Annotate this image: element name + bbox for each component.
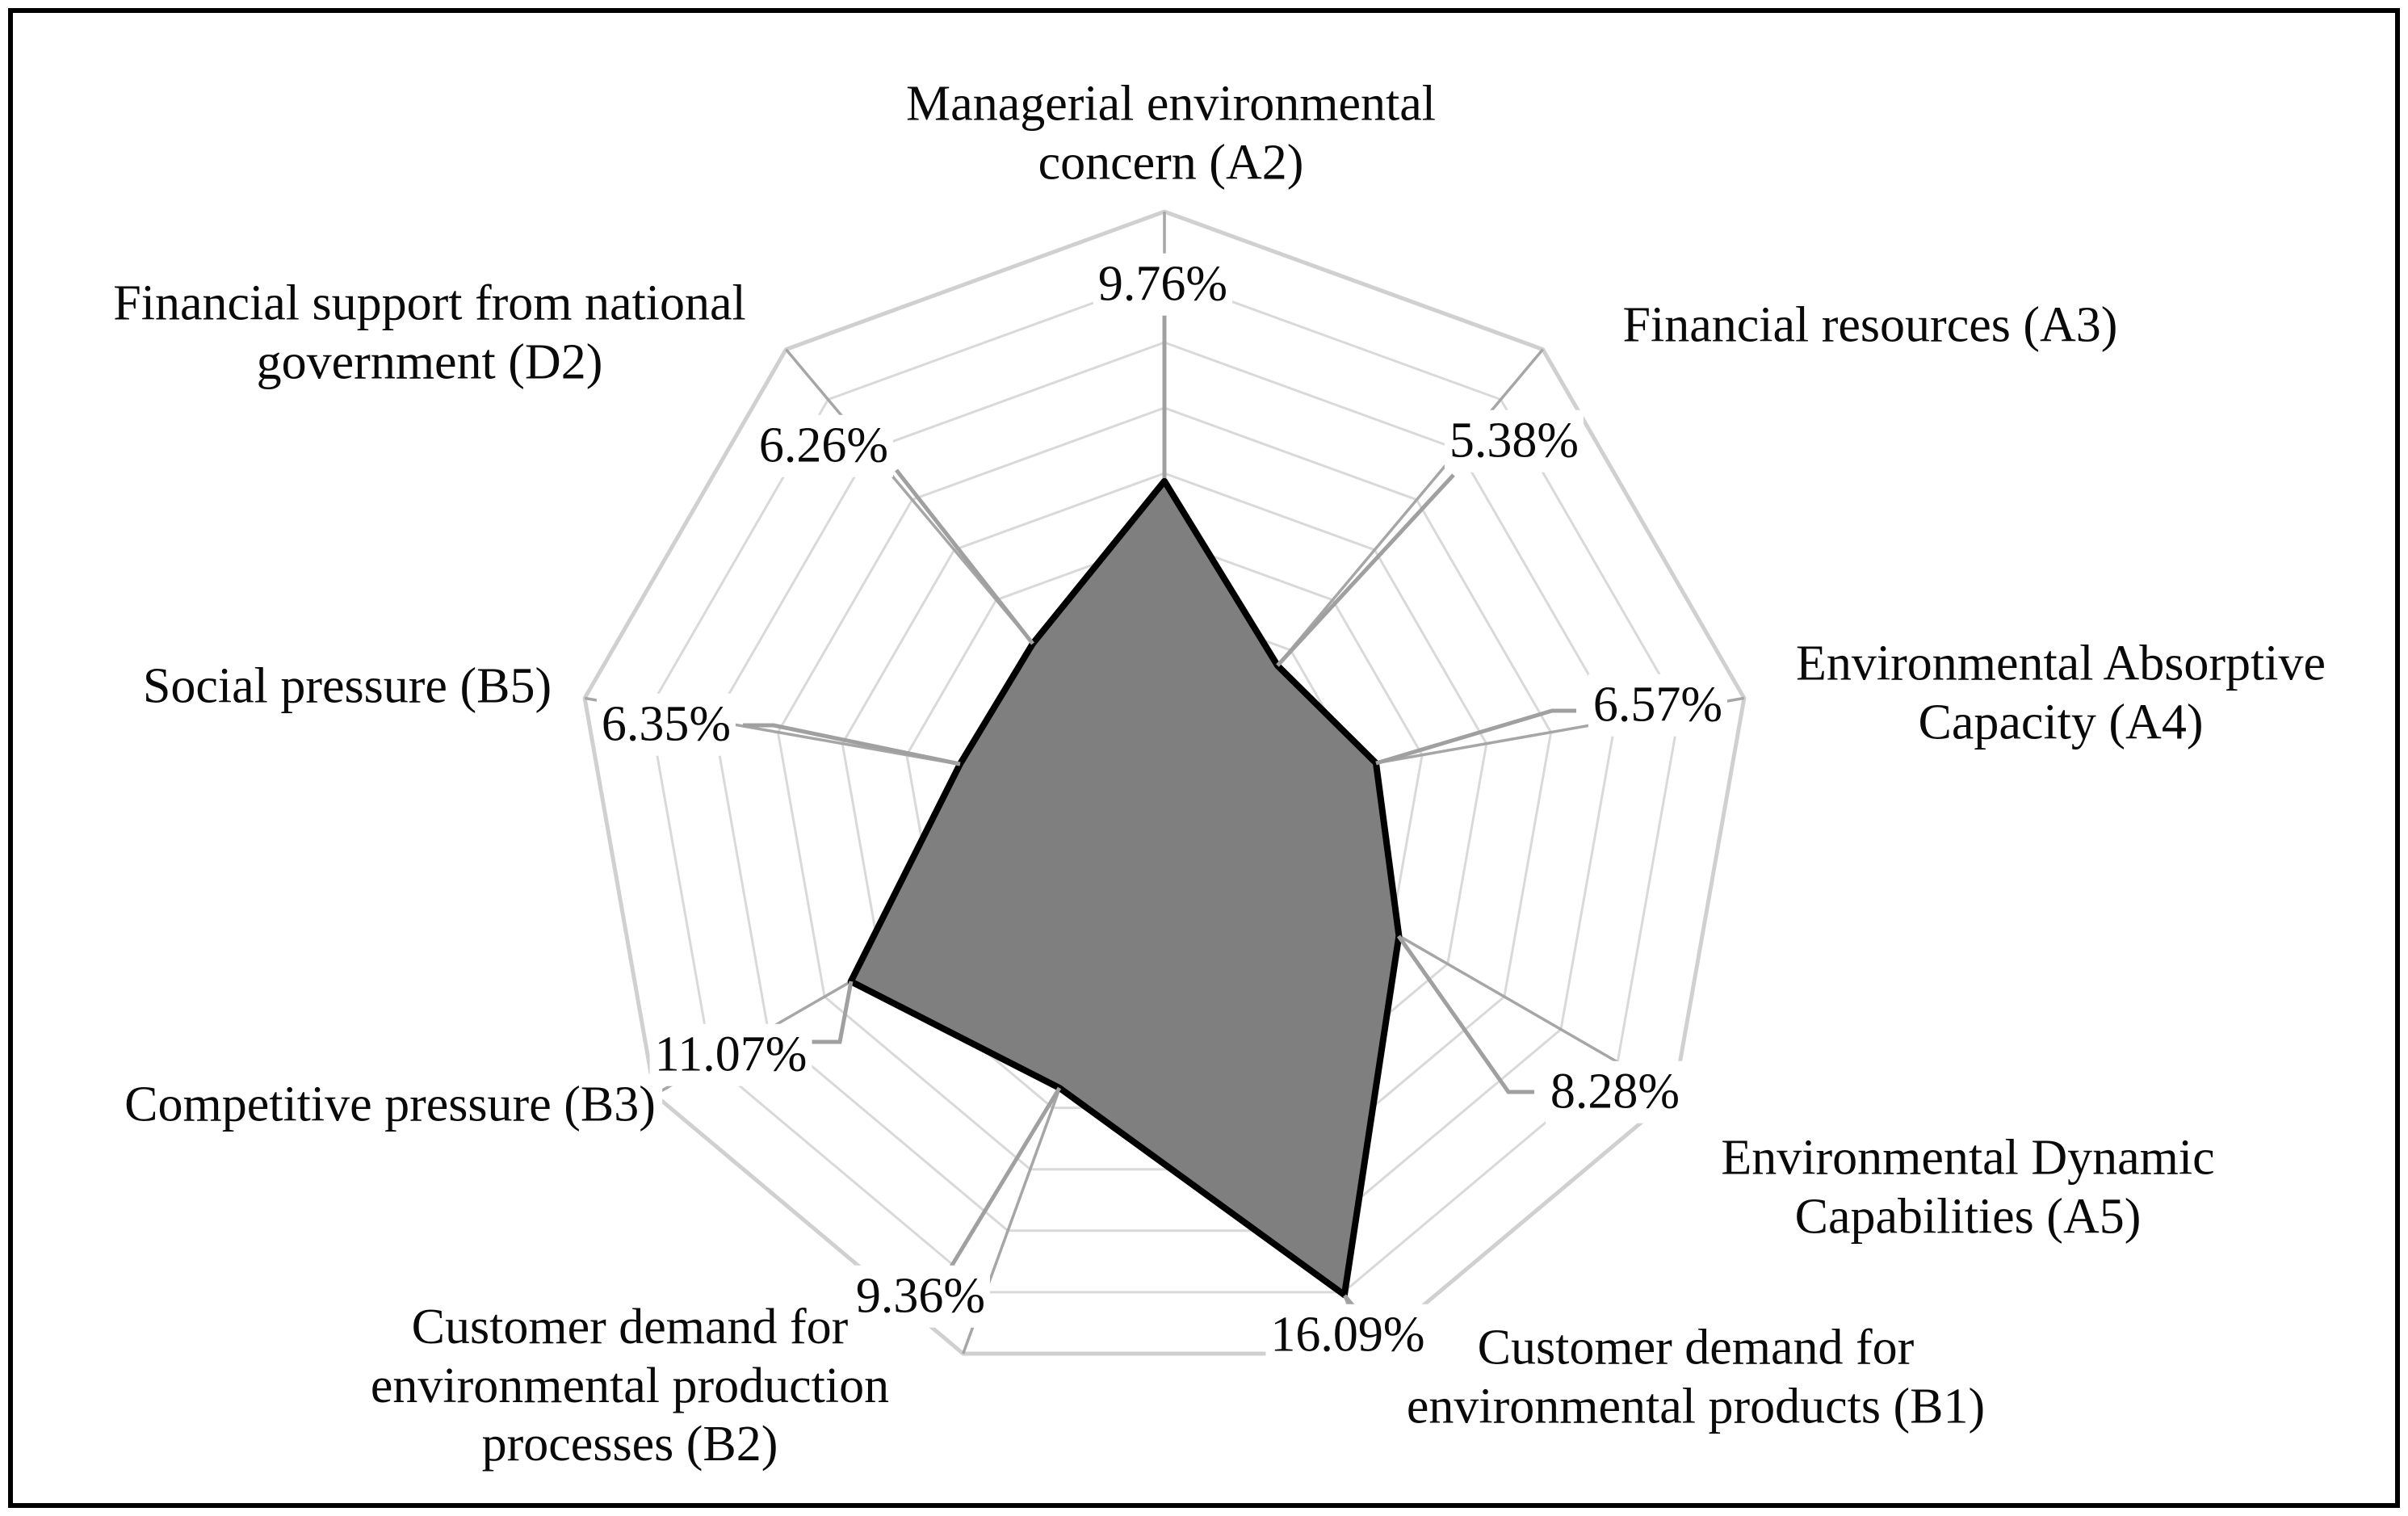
leader-line-A3 <box>1276 473 1455 667</box>
category-label-line: Social pressure (B5) <box>142 658 552 714</box>
leader-line-B5 <box>743 723 961 766</box>
category-label-D2: Financial support from national governmen… <box>107 272 753 393</box>
leader-line-B2 <box>944 1086 1062 1276</box>
value-label-B2: 9.36% <box>850 1265 991 1328</box>
category-label-line: government (D2) <box>256 334 603 389</box>
category-label-line: processes (B2) <box>481 1417 778 1472</box>
category-label-B2: Customer demand for environmental product… <box>363 1296 896 1476</box>
category-label-B1: Customer demand for environmental product… <box>1399 1317 1992 1438</box>
value-label-A4: 6.57% <box>1588 674 1728 737</box>
value-label-A5: 8.28% <box>1545 1060 1685 1123</box>
category-label-line: Customer demand for <box>1477 1320 1915 1375</box>
leader-line-A4 <box>1375 708 1576 766</box>
category-label-A2: Managerial environmental concern (A2) <box>900 73 1442 194</box>
category-label-line: environmental products (B1) <box>1406 1379 1986 1434</box>
category-label-B5: Social pressure (B5) <box>136 655 559 718</box>
category-label-line: Environmental Absorptive <box>1795 636 2326 691</box>
category-label-line: Capacity (A4) <box>1918 695 2204 750</box>
category-label-line: Customer demand for <box>411 1300 849 1355</box>
grid-ring-14 <box>712 341 1617 1233</box>
value-label-B5: 6.35% <box>596 693 736 756</box>
category-label-line: Environmental Dynamic <box>1721 1130 2215 1186</box>
value-label-B1: 16.09% <box>1265 1304 1430 1367</box>
leader-line-B3 <box>811 981 854 1044</box>
value-label-B3: 11.07% <box>649 1023 812 1086</box>
grid-ring-16 <box>648 275 1681 1294</box>
category-label-line: Financial resources (A3) <box>1622 297 2118 353</box>
category-label-line: Capabilities (A5) <box>1794 1189 2142 1244</box>
grid-ring-12 <box>776 406 1553 1171</box>
category-label-line: Financial support from national <box>113 275 746 331</box>
value-label-A3: 5.38% <box>1444 409 1584 472</box>
leader-line-D2 <box>895 468 1034 645</box>
category-label-line: environmental production <box>370 1358 890 1413</box>
value-label-D2: 6.26% <box>753 414 894 477</box>
data-polygon <box>847 477 1403 1299</box>
category-label-line: Managerial environmental <box>906 76 1436 132</box>
grid-ring-18 <box>582 209 1747 1356</box>
category-label-A5: Environmental Dynamic Capabilities (A5) <box>1714 1127 2221 1248</box>
category-label-B3: Competitive pressure (B3) <box>118 1073 662 1136</box>
category-label-line: concern (A2) <box>1038 135 1304 190</box>
category-label-A4: Environmental Absorptive Capacity (A4) <box>1789 632 2333 754</box>
category-label-A3: Financial resources (A3) <box>1616 294 2125 357</box>
value-label-A2: 9.76% <box>1093 253 1233 316</box>
leader-line-A5 <box>1396 934 1534 1094</box>
category-label-line: Competitive pressure (B3) <box>124 1077 656 1132</box>
